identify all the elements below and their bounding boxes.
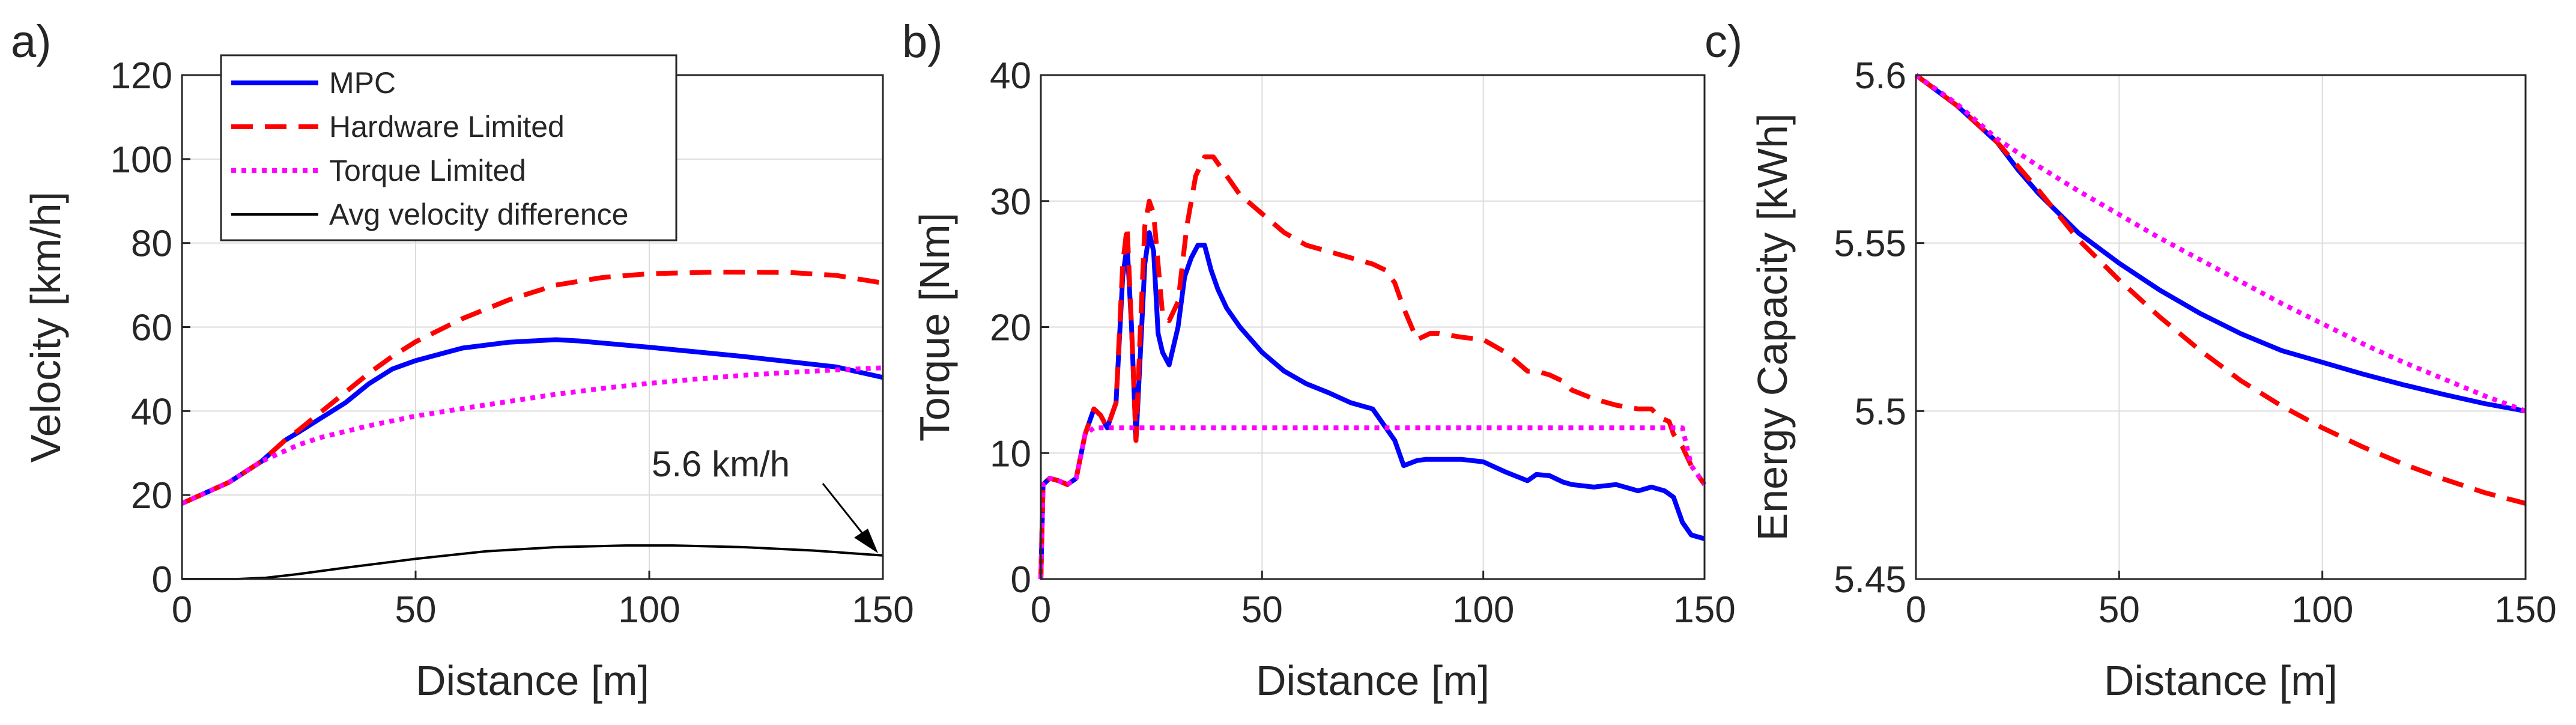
panel-a-ytick-label: 40 — [131, 391, 172, 432]
legend-label: Torque Limited — [329, 154, 526, 187]
panel-c-xtick-label: 50 — [2099, 589, 2140, 631]
panel-a: a) 0 50 100 150 0 20 40 60 80 100 120 Distance [m]… — [11, 16, 914, 704]
panel-c-ticks: 0 50 100 150 5.45 5.5 5.55 5.6 — [1834, 55, 2556, 631]
annotation-text: 5.6 km/h — [652, 444, 790, 484]
panel-a-ytick-label: 80 — [131, 223, 172, 265]
panel-b-xlabel: Distance [m] — [1256, 657, 1490, 704]
panel-b-series-hardware-limited-line — [1038, 154, 1707, 580]
panel-c-xlabel: Distance [m] — [2104, 657, 2338, 704]
panel-b: b) 0 50 100 150 0 10 20 30 40 Distance [m] Torqu… — [902, 16, 1736, 704]
panel-a-label: a) — [11, 16, 52, 67]
panel-c-ytick-label: 5.45 — [1834, 559, 1906, 601]
panel-a-xtick-label: 100 — [618, 589, 680, 631]
panel-b-ytick-label: 0 — [1011, 559, 1031, 601]
panel-b-xtick-label: 100 — [1452, 589, 1514, 631]
panel-b-ylabel: Torque [Nm] — [911, 213, 958, 441]
annotation-arrowhead — [854, 529, 878, 553]
panel-c-label: c) — [1705, 16, 1742, 67]
panel-c-series — [1914, 73, 2527, 506]
legend: MPC Hardware Limited Torque Limited Avg vel… — [220, 54, 677, 241]
panel-b-xtick-label: 150 — [1673, 589, 1735, 631]
panel-c-xtick-label: 0 — [1906, 589, 1926, 631]
panel-c-ytick-label: 5.55 — [1834, 223, 1906, 265]
panel-c-xtick-label: 100 — [2291, 589, 2353, 631]
panel-a-ytick-label: 20 — [131, 475, 172, 517]
panel-b-xtick-label: 0 — [1031, 589, 1051, 631]
legend-label: MPC — [329, 66, 396, 100]
panel-b-series — [1038, 154, 1707, 580]
panel-b-ytick-label: 20 — [990, 308, 1031, 349]
panel-b-ticks: 0 50 100 150 0 10 20 30 40 — [990, 55, 1736, 631]
panel-a-ylabel: Velocity [km/h] — [22, 192, 69, 463]
panel-b-ytick-label: 30 — [990, 181, 1031, 223]
panel-b-series-mpc-line — [1038, 230, 1706, 580]
panel-a-ytick-label: 120 — [111, 55, 172, 97]
panel-c-xtick-label: 150 — [2494, 589, 2556, 631]
legend-label: Hardware Limited — [329, 110, 565, 144]
panel-c-series-mpc-line — [1914, 73, 2526, 414]
panel-a-xtick-label: 50 — [395, 589, 437, 631]
panel-b-label: b) — [902, 16, 943, 67]
panel-a-xtick-label: 0 — [172, 589, 192, 631]
panel-c-axes-frame — [1915, 74, 2527, 580]
panel-a-ytick-label: 100 — [111, 139, 172, 181]
panel-a-xlabel: Distance [m] — [416, 657, 649, 704]
panel-b-ytick-label: 10 — [990, 433, 1031, 475]
panel-c-ylabel: Energy Capacity [kWh] — [1749, 114, 1796, 541]
panel-c-ytick-label: 5.6 — [1855, 55, 1906, 97]
panel-a-series-hardware-limited-line — [181, 269, 883, 506]
velocity-annotation: 5.6 km/h — [652, 444, 878, 553]
panel-c-ytick-label: 5.5 — [1855, 391, 1906, 432]
legend-box — [220, 54, 677, 241]
panel-a-ytick-label: 60 — [131, 308, 172, 349]
panel-a-ticks: 0 50 100 150 0 20 40 60 80 100 120 — [111, 55, 914, 631]
panel-a-series — [181, 269, 883, 580]
panel-b-ytick-label: 40 — [990, 55, 1031, 97]
panel-c-series-hardware-limited-line — [1914, 73, 2527, 506]
panel-a-ytick-label: 0 — [152, 559, 172, 601]
panel-b-series-torque-limited-line — [1038, 425, 1707, 580]
legend-label: Avg velocity difference — [329, 198, 628, 231]
panel-a-xtick-label: 150 — [852, 589, 914, 631]
panel-b-xtick-label: 50 — [1241, 589, 1283, 631]
panel-a-series-avg-velocity-difference-line — [182, 544, 883, 580]
panel-a-series-torque-limited-line — [181, 365, 883, 506]
